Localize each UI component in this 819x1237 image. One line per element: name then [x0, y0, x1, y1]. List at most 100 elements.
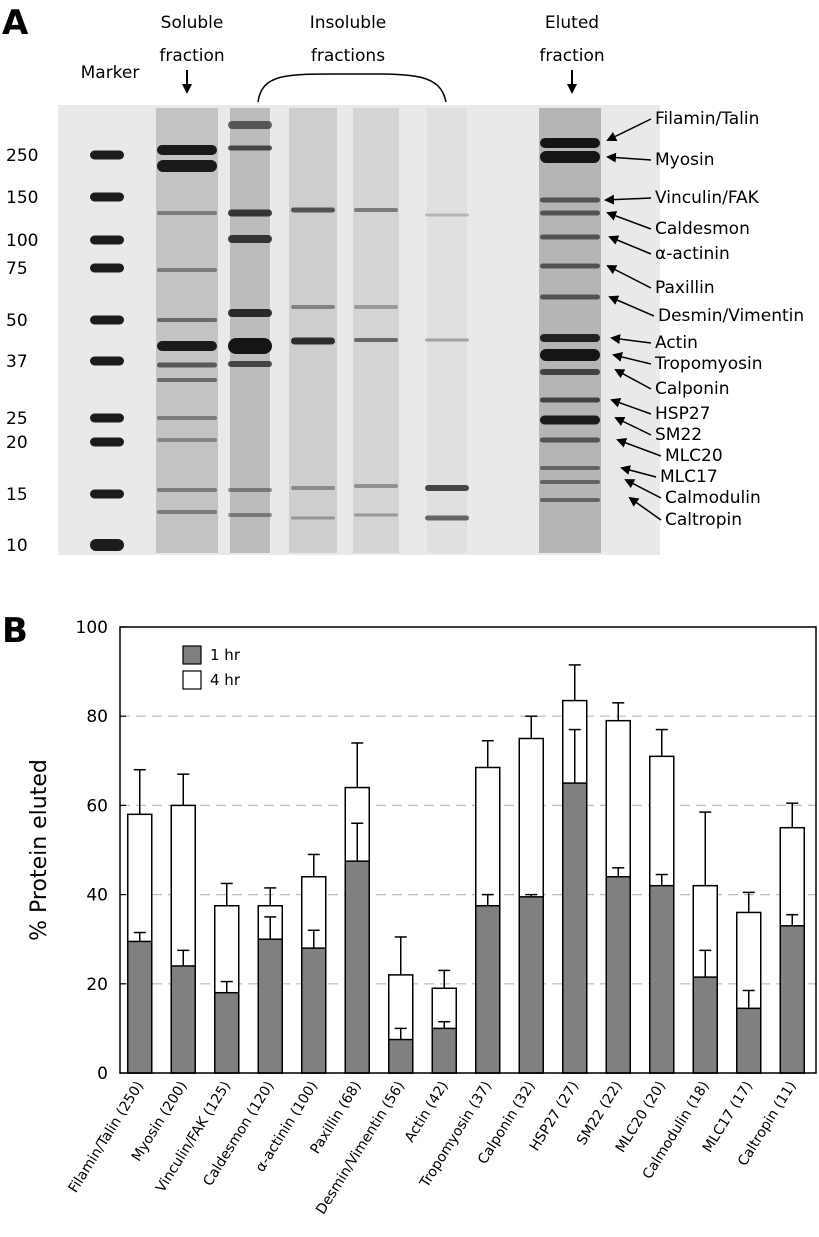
gel-band: [157, 510, 217, 514]
x-tick-label: Desmin/Vimentin (56): [313, 1079, 408, 1218]
error-bar: [307, 929, 320, 949]
error-bar: [351, 822, 364, 862]
gel-band: [228, 121, 272, 129]
gel-lane: [230, 108, 270, 553]
gel-band: [291, 305, 335, 309]
label-arrow: [608, 235, 652, 255]
error-bar: [438, 969, 451, 989]
label-arrow: [606, 118, 652, 141]
error-bar: [438, 1020, 451, 1029]
gel-band: [90, 192, 124, 202]
legend-swatch: [182, 645, 202, 665]
gel-band: [354, 484, 398, 488]
error-bar: [351, 742, 364, 788]
gel-band: [540, 234, 600, 240]
gel-band: [540, 480, 600, 484]
error-bar: [481, 739, 494, 768]
error-bar: [220, 882, 233, 906]
legend-label: 1 hr: [210, 646, 241, 664]
marker-size: 150: [6, 188, 38, 208]
label-arrow: [606, 265, 652, 289]
error-bar: [742, 891, 755, 913]
marker-size: 100: [6, 231, 38, 251]
label-arrow: [610, 397, 652, 415]
gel-band: [354, 208, 398, 212]
protein-label: Actin: [655, 333, 698, 353]
protein-label: Myosin: [655, 150, 714, 170]
gel-band: [157, 268, 217, 272]
bar: [518, 896, 544, 1074]
marker-size: 20: [6, 433, 28, 453]
error-bar: [394, 936, 407, 975]
error-bar: [177, 949, 190, 966]
gel-band: [540, 498, 600, 502]
label-arrow: [608, 295, 655, 317]
bar: [475, 905, 501, 1074]
gel-band: [157, 378, 217, 382]
panel-label: B: [2, 611, 28, 651]
legend-label: 4 hr: [210, 671, 241, 689]
label-arrow: [614, 369, 652, 390]
bar: [431, 1027, 457, 1074]
gel-band: [157, 341, 217, 351]
error-bar: [786, 802, 799, 828]
marker-size: 10: [6, 536, 28, 556]
gel-band: [425, 338, 469, 342]
gel-band: [157, 438, 217, 442]
bar: [649, 884, 675, 1074]
gel-band: [228, 309, 272, 317]
error-bar: [612, 867, 625, 877]
bar: [214, 991, 240, 1074]
bar: [388, 1038, 414, 1074]
gel-band: [540, 415, 600, 425]
gel-band: [157, 211, 217, 215]
error-bar: [264, 887, 277, 906]
error-bar: [133, 768, 146, 815]
gel-band: [425, 515, 469, 521]
protein-label: α-actinin: [655, 244, 730, 264]
gel-band: [354, 305, 398, 309]
gel-band: [540, 349, 600, 361]
protein-label: Calmodulin: [665, 488, 761, 508]
gel-band: [425, 485, 469, 491]
gel-band: [228, 145, 272, 151]
gel-band: [228, 513, 272, 517]
bar: [257, 938, 283, 1074]
gel-band: [540, 369, 600, 375]
gel-band: [90, 539, 124, 551]
error-bar: [699, 811, 712, 886]
error-bar: [612, 702, 625, 721]
marker-size: 75: [6, 259, 28, 279]
bar: [301, 947, 327, 1074]
error-bar: [525, 715, 538, 739]
error-bar: [786, 913, 799, 926]
lane-label: fractions: [311, 46, 385, 66]
gel-band: [540, 397, 600, 403]
label-arrow: [620, 465, 657, 478]
error-bar: [133, 931, 146, 942]
protein-label: HSP27: [655, 404, 710, 424]
gel-band: [540, 294, 600, 300]
gel-band: [540, 466, 600, 470]
gel-band: [540, 437, 600, 443]
error-bar: [525, 893, 538, 897]
y-tick-label: 100: [76, 618, 108, 638]
gel-band: [425, 213, 469, 217]
marker-size: 25: [6, 409, 28, 429]
gel-band: [90, 263, 124, 273]
gel-band: [291, 337, 335, 345]
gel-lane: [427, 108, 467, 553]
gel-band: [540, 151, 600, 163]
bar: [779, 925, 805, 1074]
gel-band: [157, 318, 217, 322]
gel-band: [228, 235, 272, 243]
y-tick-label: 20: [86, 975, 108, 995]
label-arrow: [624, 479, 662, 499]
error-bar: [481, 893, 494, 906]
y-tick-label: 60: [86, 796, 108, 816]
gel-band: [291, 486, 335, 490]
label-arrow: [616, 438, 662, 457]
marker-size: 37: [6, 352, 28, 372]
lane-label: Insoluble: [310, 13, 387, 33]
